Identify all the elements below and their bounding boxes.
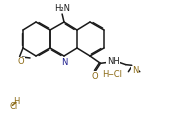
Text: Cl: Cl [10,102,18,111]
Text: H₂N: H₂N [54,4,70,13]
Text: N: N [61,58,67,67]
Text: NH: NH [107,57,120,66]
Text: O: O [91,72,98,81]
Text: N: N [132,66,139,75]
Text: H‒Cl: H‒Cl [102,70,122,79]
Text: H: H [13,97,19,106]
Text: O: O [17,57,24,66]
